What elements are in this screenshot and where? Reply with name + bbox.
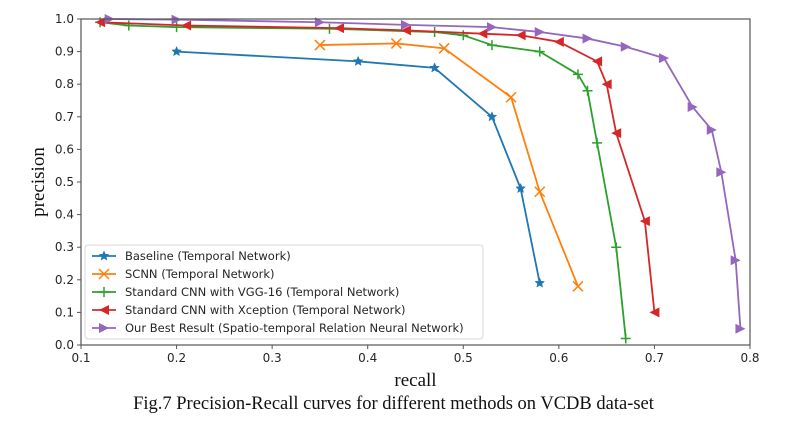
legend-item: Baseline (Temporal Network) [92,249,291,263]
legend-box [84,244,484,340]
y-tick-label: 0.0 [55,338,74,352]
y-tick-label: 0.8 [55,77,74,91]
data-point [687,102,698,113]
data-point [611,128,622,139]
data-point [486,22,497,33]
series-line [176,50,541,284]
legend-marker [99,305,109,315]
series-2 [95,17,631,344]
series-line [319,42,579,287]
data-point [582,85,593,96]
data-point [620,41,631,52]
data-point [534,46,545,57]
legend-label: Standard CNN with Xception (Temporal Net… [125,303,405,317]
legend-marker [99,323,109,333]
y-axis-title: precision [28,147,49,217]
data-point [505,91,517,103]
data-point [572,69,583,80]
series-3 [95,17,660,318]
y-tick-label: 0.9 [55,45,74,59]
data-point [438,42,450,54]
data-point [534,27,545,38]
data-point [334,23,345,34]
data-point [716,167,727,178]
data-point [171,14,182,25]
data-point [515,30,526,41]
data-point [314,17,325,28]
data-point [486,40,497,51]
legend-item: Our Best Result (Spatio-temporal Relatio… [92,321,464,335]
data-point [592,137,603,148]
data-point [534,186,546,198]
data-point [534,277,546,288]
legend-item: SCNN (Temporal Network) [92,267,275,281]
x-tick-label: 0.1 [71,351,90,365]
y-tick-label: 0.6 [55,142,74,156]
legend-marker [98,250,110,261]
series-line [109,18,742,329]
x-tick-label: 0.7 [645,351,664,365]
x-tick-label: 0.8 [740,351,759,365]
y-tick-label: 0.1 [55,305,74,319]
legend-item: Standard CNN with Xception (Temporal Net… [92,303,405,317]
data-point [171,45,182,57]
legend-marker [99,287,109,297]
figure-caption: Fig.7 Precision-Recall curves for differ… [133,394,654,414]
data-point [601,79,612,90]
data-point [730,255,741,266]
data-point [553,36,564,47]
legend-label: SCNN (Temporal Network) [125,267,275,281]
series-line [100,21,656,313]
series-layer [95,14,746,344]
x-axis-title: recall [394,370,436,391]
legend: Baseline (Temporal Network) SCNN (Tempora… [84,244,484,340]
data-point [658,53,669,64]
legend-label: Standard CNN with VGG-16 (Temporal Netwo… [125,285,399,299]
y-tick-label: 0.7 [55,110,74,124]
data-point [352,55,364,66]
legend-marker [98,268,110,280]
data-point [572,280,584,292]
y-tick-label: 0.4 [55,208,74,222]
data-point [486,111,498,122]
x-tick-label: 0.6 [549,351,568,365]
x-tick-label: 0.5 [454,351,473,365]
data-point [390,37,402,49]
data-point [95,17,106,28]
data-point [620,333,631,344]
series-4 [104,14,746,334]
data-point [123,20,134,31]
data-point [181,20,192,31]
data-point [400,25,411,36]
x-tick-label: 0.4 [358,351,377,365]
data-point [314,39,326,51]
data-point [429,62,440,73]
legend-label: Baseline (Temporal Network) [125,249,291,263]
data-point [611,242,622,253]
data-point [639,216,650,227]
data-point [458,30,469,41]
data-point [477,28,488,39]
y-tick-label: 0.5 [55,175,74,189]
legend-item: Standard CNN with VGG-16 (Temporal Netwo… [92,285,399,299]
y-tick-label: 0.3 [55,240,74,254]
data-point [592,56,603,67]
data-point [582,33,593,44]
data-point [515,182,526,194]
data-point [735,323,746,334]
y-tick-label: 1.0 [55,12,74,26]
series-0 [171,45,546,288]
x-tick-label: 0.3 [263,351,282,365]
x-tick-label: 0.2 [167,351,186,365]
series-1 [314,37,584,292]
data-point [171,22,182,33]
data-point [706,124,717,135]
ticks-layer: 0.1 0.2 0.3 0.4 0.5 0.6 0.7 0.80.00.10.20.30.40… [55,12,760,365]
legend-label: Our Best Result (Spatio-temporal Relatio… [125,321,464,335]
data-point [400,19,411,30]
y-tick-label: 0.2 [55,273,74,287]
data-point [649,307,660,318]
